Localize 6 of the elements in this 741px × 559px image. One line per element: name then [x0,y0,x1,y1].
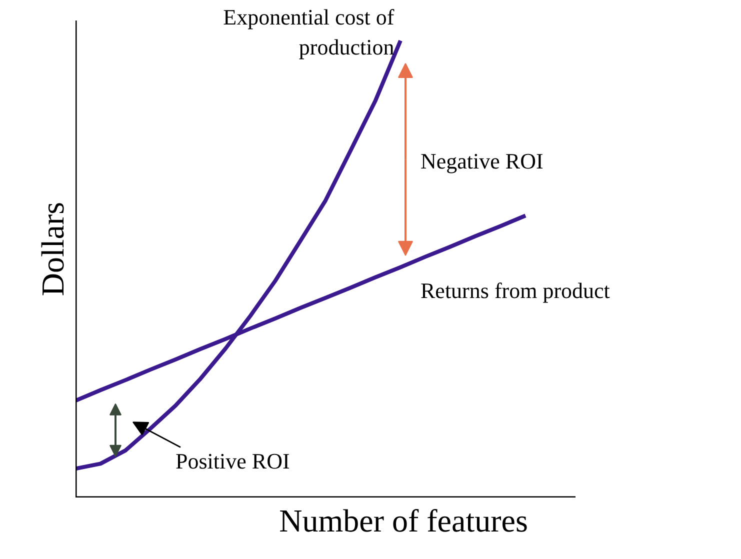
series-label: Exponential cost of production [223,4,395,60]
series-label: Returns from product [420,278,610,304]
y-axis-title: Dollars [34,202,70,296]
annotation: Positive ROI [176,448,290,474]
annotation: Negative ROI [420,148,544,174]
x-axis-title: Number of features [279,502,528,538]
